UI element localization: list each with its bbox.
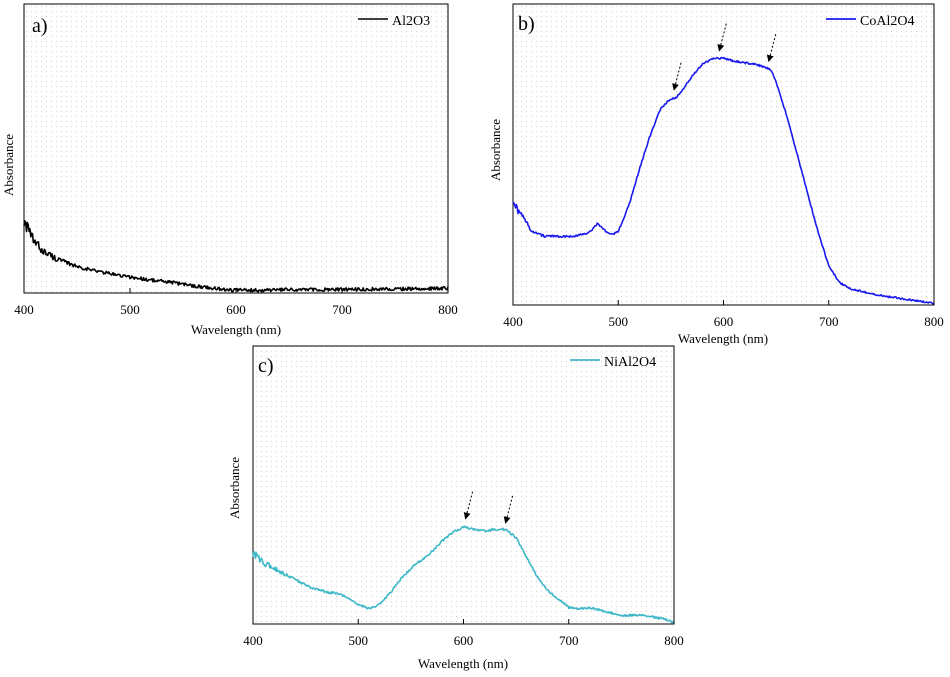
x-tick-label: 700 [332, 302, 352, 317]
peak-arrow-b-2 [717, 23, 727, 52]
y-axis-title-a: Absorbance [1, 134, 16, 196]
x-axis-title-c: Wavelength (nm) [418, 656, 508, 671]
chart-panel-c: c) NiAl2O4 400 500 600 700 800 Wavelength (n… [227, 345, 684, 671]
x-tick-label: 700 [559, 633, 579, 648]
x-ticks-c: 400 500 600 700 800 [243, 619, 684, 648]
x-tick-label: 700 [819, 314, 839, 329]
panel-label-a: a) [32, 15, 48, 37]
series-line-c [252, 525, 675, 624]
x-tick-label: 600 [226, 302, 246, 317]
x-tick-label: 500 [120, 302, 140, 317]
x-tick-label: 800 [438, 302, 458, 317]
plot-area-c [252, 345, 675, 625]
series-layer-b [512, 23, 935, 305]
x-axis-title-b: Wavelength (nm) [678, 331, 768, 346]
panel-label-b: b) [518, 13, 535, 35]
x-tick-label: 800 [664, 633, 684, 648]
plot-area-a [23, 3, 449, 294]
x-tick-label: 400 [14, 302, 34, 317]
x-tick-label: 400 [503, 314, 523, 329]
x-ticks-b: 400 500 600 700 800 [503, 300, 944, 329]
peak-arrow-c-2 [503, 495, 514, 524]
x-tick-label: 600 [714, 314, 734, 329]
peak-arrow-b-1 [672, 62, 682, 91]
legend-label-a: Al2O3 [392, 14, 430, 29]
legend-c: NiAl2O4 [570, 355, 656, 370]
peak-arrow-c-1 [463, 491, 474, 520]
x-tick-label: 600 [454, 633, 474, 648]
legend-label-b: CoAl2O4 [860, 14, 914, 29]
legend-label-c: NiAl2O4 [604, 355, 656, 370]
x-tick-label: 800 [924, 314, 944, 329]
peak-arrow-b-3 [766, 34, 777, 63]
x-tick-label: 500 [609, 314, 629, 329]
series-line-b [512, 56, 935, 305]
x-axis-title-a: Wavelength (nm) [191, 322, 281, 337]
plot-area-b [512, 3, 935, 306]
chart-panel-a: a) Al2O3 400 500 600 700 800 Wavelength (nm)… [1, 3, 458, 337]
panel-label-c: c) [258, 355, 274, 377]
chart-panel-b: b) CoAl2O4 400 500 600 700 800 Wavelength (n… [488, 3, 944, 346]
legend-b: CoAl2O4 [826, 14, 914, 29]
legend-a: Al2O3 [358, 14, 430, 29]
x-tick-label: 500 [349, 633, 369, 648]
y-axis-title-b: Absorbance [488, 119, 503, 181]
series-layer-c [252, 491, 675, 624]
y-axis-title-c: Absorbance [227, 457, 242, 519]
x-tick-label: 400 [243, 633, 263, 648]
x-ticks-a: 400 500 600 700 800 [14, 288, 458, 317]
